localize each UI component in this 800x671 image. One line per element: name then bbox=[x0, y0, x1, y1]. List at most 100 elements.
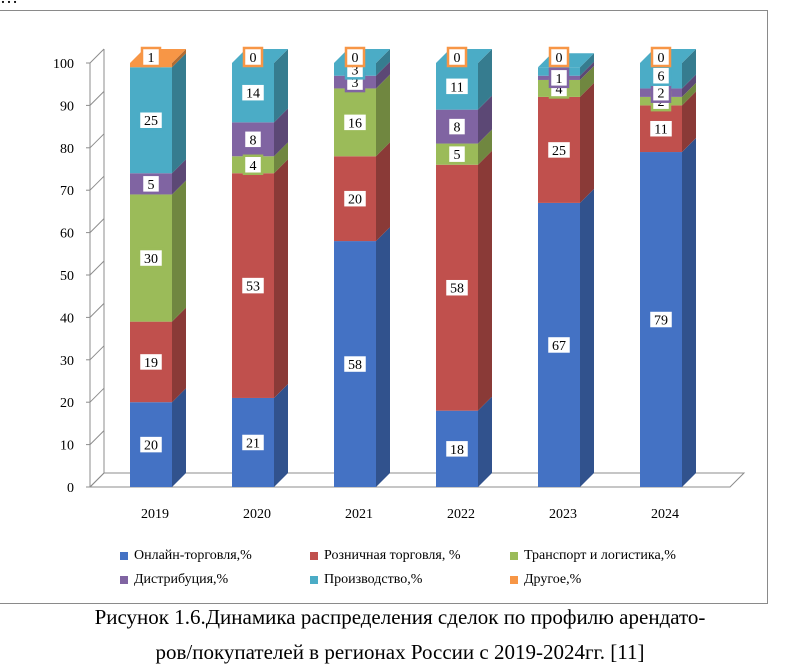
y-tick-label: 40 bbox=[60, 311, 74, 326]
data-label-box bbox=[137, 351, 165, 373]
data-label-box bbox=[239, 275, 267, 296]
y-tick-label: 50 bbox=[60, 269, 74, 284]
bar-segment-side bbox=[172, 307, 186, 403]
data-label: 6 bbox=[658, 70, 665, 85]
bar-segment-side bbox=[682, 138, 696, 488]
data-label-box bbox=[341, 188, 369, 209]
bar-segment-side bbox=[376, 227, 390, 487]
bar-segment-side bbox=[478, 49, 492, 110]
data-label-box bbox=[137, 247, 165, 269]
legend-label: Транспорт и логистика,% bbox=[524, 548, 676, 563]
data-label: 19 bbox=[144, 356, 158, 371]
legend-label: Дистрибуция,% bbox=[134, 572, 229, 587]
data-label: 4 bbox=[250, 159, 257, 174]
y-tick-diagonal bbox=[89, 430, 105, 445]
data-label: 3 bbox=[352, 76, 359, 91]
legend-item: Дистрибуция,% bbox=[120, 572, 310, 588]
data-label-box bbox=[545, 139, 573, 161]
bar-segment-side bbox=[274, 142, 288, 174]
data-label: 0 bbox=[556, 51, 563, 66]
data-label: 58 bbox=[450, 282, 464, 297]
bar-segment-side bbox=[478, 396, 492, 487]
data-label: 11 bbox=[654, 123, 667, 138]
y-tick-label: 70 bbox=[60, 184, 74, 199]
y-tick-label: 20 bbox=[60, 396, 74, 411]
data-label-box bbox=[647, 118, 675, 139]
partial-text-strip: … bbox=[0, 0, 120, 6]
bar-segment-side bbox=[478, 129, 492, 165]
data-label-box bbox=[650, 46, 672, 68]
legend-item: Розничная торговля, % bbox=[310, 548, 510, 564]
data-label-box bbox=[446, 46, 468, 68]
bar-segment-side bbox=[376, 49, 390, 76]
x-tick-label: 2024 bbox=[651, 507, 679, 522]
bar-segment-side bbox=[376, 74, 390, 157]
data-label: 30 bbox=[144, 252, 158, 267]
y-tick-diagonal bbox=[89, 175, 105, 191]
y-tick-label: 0 bbox=[67, 481, 74, 496]
data-label: 5 bbox=[148, 178, 155, 193]
data-label: 20 bbox=[144, 439, 158, 454]
data-label-box bbox=[242, 46, 264, 68]
bar-segment-side bbox=[172, 159, 186, 195]
data-label-box bbox=[140, 46, 162, 68]
data-label: 21 bbox=[246, 436, 260, 451]
data-label: 0 bbox=[658, 51, 665, 66]
bar-segment-side bbox=[172, 388, 186, 487]
data-label-box bbox=[548, 67, 570, 89]
bar-segment-side bbox=[274, 159, 288, 398]
legend-swatch bbox=[310, 552, 318, 560]
y-tick-label: 90 bbox=[60, 99, 74, 114]
legend-item: Транспорт и логистика,% bbox=[510, 548, 710, 564]
data-label: 8 bbox=[454, 121, 461, 136]
data-label-box bbox=[446, 116, 468, 137]
y-tick-diagonal bbox=[89, 48, 105, 64]
data-label: 0 bbox=[250, 51, 257, 66]
figure-caption-line-1: Рисунок 1.6.Динамика распределения сдело… bbox=[94, 605, 706, 629]
bar-segment-side bbox=[580, 188, 594, 488]
legend-swatch bbox=[120, 552, 128, 560]
data-label: 3 bbox=[352, 63, 359, 78]
data-label-box bbox=[140, 173, 162, 195]
data-label: 53 bbox=[246, 280, 260, 295]
y-tick-diagonal bbox=[89, 387, 105, 403]
data-label: 18 bbox=[450, 443, 464, 458]
data-label-box bbox=[443, 277, 471, 298]
y-tick-label: 100 bbox=[53, 57, 74, 72]
legend-row-2: Дистрибуция,% Производство,% Другое,% bbox=[120, 568, 760, 592]
data-label-box bbox=[341, 353, 369, 375]
data-label: 25 bbox=[144, 114, 158, 129]
bar-segment-side bbox=[274, 108, 288, 157]
y-tick-diagonal bbox=[89, 303, 105, 318]
data-label-box bbox=[341, 112, 369, 133]
bar-segment-side bbox=[376, 61, 390, 89]
x-tick-label: 2022 bbox=[447, 507, 475, 522]
y-tick-diagonal bbox=[89, 91, 105, 106]
legend-item: Другое,% bbox=[510, 572, 710, 588]
x-tick-label: 2023 bbox=[549, 507, 577, 522]
data-label-box bbox=[446, 143, 468, 165]
data-label-box bbox=[137, 434, 165, 455]
legend-swatch bbox=[310, 576, 318, 584]
data-label: 58 bbox=[348, 358, 362, 373]
data-label-box bbox=[647, 309, 675, 330]
data-label: 1 bbox=[556, 72, 563, 87]
y-tick-diagonal bbox=[89, 472, 105, 488]
x-tick-label: 2020 bbox=[243, 507, 271, 522]
legend-item: Онлайн-торговля,% bbox=[120, 548, 310, 564]
legend-label: Другое,% bbox=[524, 572, 582, 587]
y-tick-label: 60 bbox=[60, 227, 74, 242]
data-label: 16 bbox=[348, 116, 362, 131]
data-label-box bbox=[545, 334, 573, 356]
partial-text: … bbox=[0, 0, 120, 6]
data-label-box bbox=[344, 46, 366, 68]
y-tick-label: 80 bbox=[60, 142, 74, 157]
x-tick-label: 2021 bbox=[345, 507, 373, 522]
data-label: 67 bbox=[552, 339, 566, 354]
bar-segment-side bbox=[682, 74, 696, 97]
legend-swatch bbox=[510, 576, 518, 584]
legend-swatch bbox=[510, 552, 518, 560]
bar-segment-side bbox=[478, 150, 492, 411]
data-label-box bbox=[239, 432, 267, 453]
data-label: 11 bbox=[450, 80, 463, 95]
